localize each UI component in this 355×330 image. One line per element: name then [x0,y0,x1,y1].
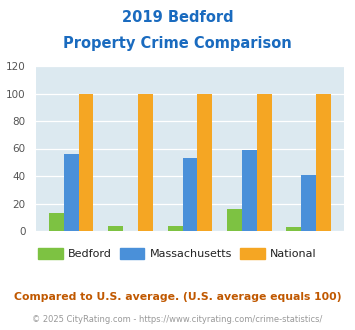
Bar [138,93,153,231]
Bar [78,93,93,231]
Bar [242,150,257,231]
Bar [108,225,123,231]
Bar [168,225,182,231]
Text: 2019 Bedford: 2019 Bedford [122,10,233,25]
Bar [182,158,197,231]
Bar [49,213,64,231]
Bar [257,93,272,231]
Text: Property Crime Comparison: Property Crime Comparison [63,36,292,51]
Bar [286,227,301,231]
Legend: Bedford, Massachusetts, National: Bedford, Massachusetts, National [34,244,321,263]
Bar [301,175,316,231]
Bar [227,209,242,231]
Text: © 2025 CityRating.com - https://www.cityrating.com/crime-statistics/: © 2025 CityRating.com - https://www.city… [32,315,323,324]
Bar [64,154,78,231]
Text: Compared to U.S. average. (U.S. average equals 100): Compared to U.S. average. (U.S. average … [14,292,341,302]
Bar [316,93,331,231]
Bar [197,93,212,231]
